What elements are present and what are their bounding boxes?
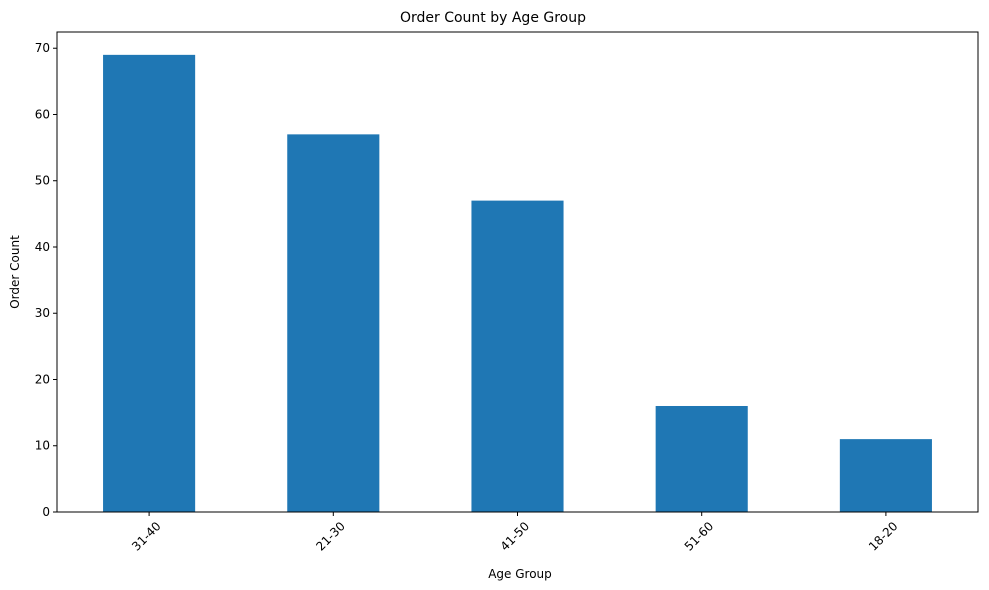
y-tick-label: 10 — [35, 439, 50, 453]
y-tick-label: 0 — [42, 505, 50, 519]
bar-18-20 — [839, 439, 932, 512]
y-tick-label: 60 — [35, 107, 50, 121]
bar-21-30 — [287, 134, 380, 513]
x-axis-label: Age Group — [488, 567, 552, 581]
y-tick-label: 20 — [35, 372, 50, 386]
y-axis-label: Order Count — [8, 235, 22, 309]
bar-51-60 — [655, 405, 748, 512]
y-tick-label: 70 — [35, 41, 50, 55]
y-tick-label: 50 — [35, 174, 50, 188]
y-tick-label: 30 — [35, 306, 50, 320]
bar-31-40 — [103, 54, 196, 512]
y-tick-label: 40 — [35, 240, 50, 254]
chart-title: Order Count by Age Group — [400, 10, 586, 26]
bar-41-50 — [471, 200, 564, 512]
